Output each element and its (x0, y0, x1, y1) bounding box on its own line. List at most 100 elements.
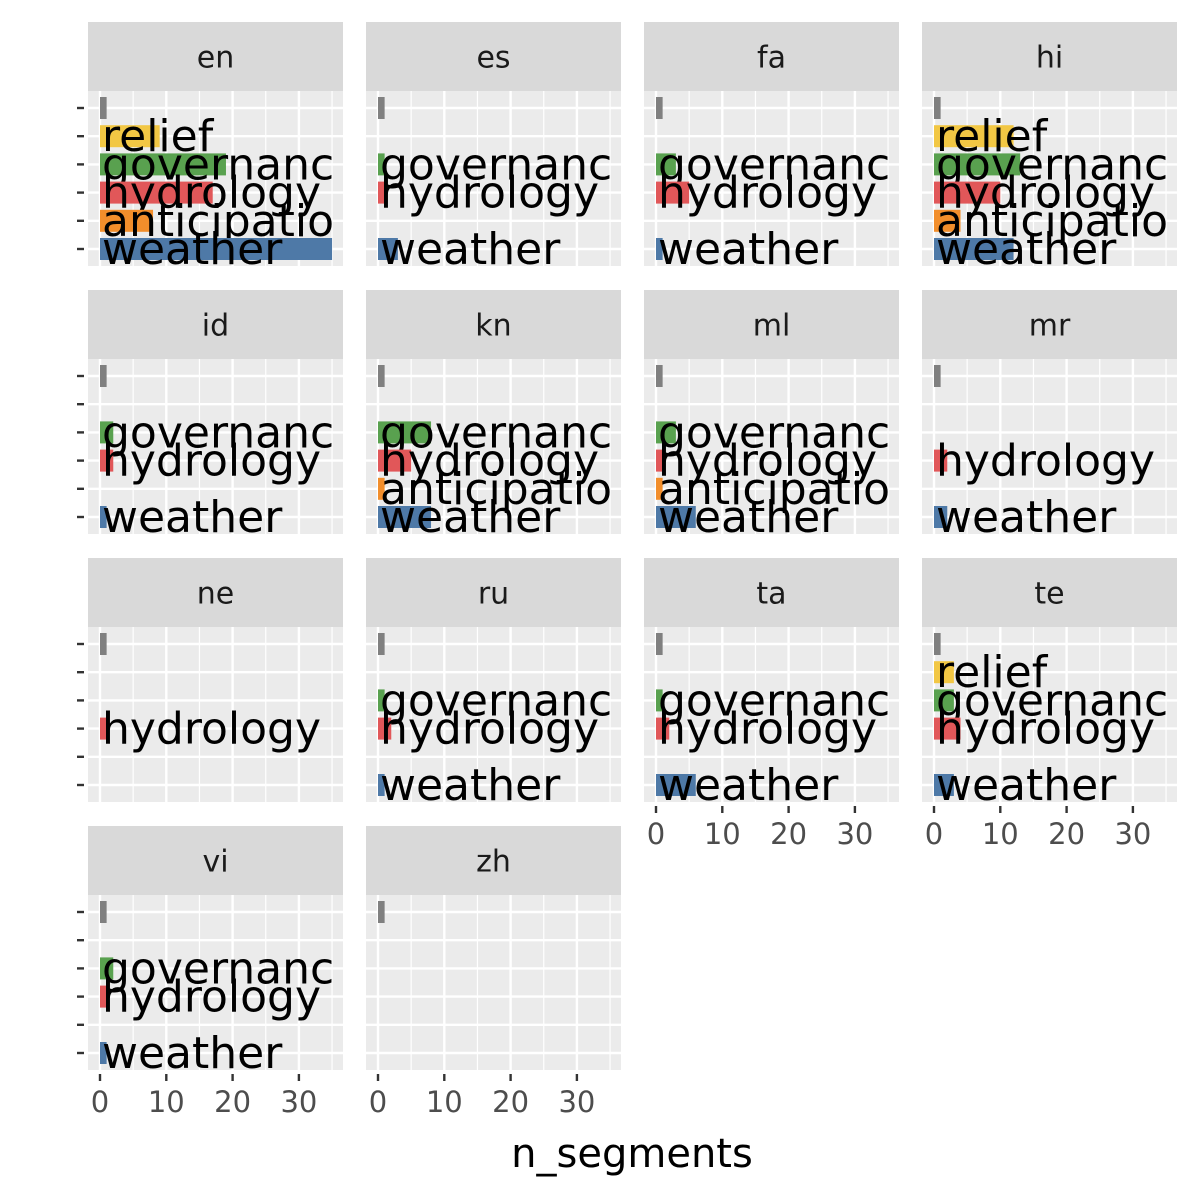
facet-strip (88, 558, 343, 627)
panel-background (366, 91, 621, 266)
bar-id-blank (100, 365, 107, 387)
facet-strip-label: fa (757, 41, 786, 76)
facet-strip (922, 290, 1177, 359)
bar-te-blank (934, 633, 941, 655)
facet-strip-label: en (197, 41, 234, 76)
x-tick-label: 20 (492, 1085, 529, 1119)
bar-label: hydrology (380, 436, 599, 487)
bar-label: hydrology (658, 436, 877, 487)
bar-ru-governance (378, 689, 385, 712)
x-tick-label: 20 (770, 817, 807, 851)
facet-strip (366, 290, 621, 359)
panel-background (88, 91, 343, 266)
bar-label: weather (102, 224, 283, 275)
bar-mr-blank (934, 365, 941, 387)
bar-label: weather (658, 224, 839, 275)
x-tick-label: 10 (148, 1085, 185, 1119)
facet-strip-label: vi (202, 845, 228, 880)
bar-kn-hydrology (378, 449, 412, 472)
bar-id-governance (100, 421, 114, 444)
panel-background (366, 895, 621, 1070)
bar-te-relief (934, 661, 954, 684)
facet-strip-label: zh (476, 845, 511, 880)
bar-ta-governance (656, 689, 663, 712)
bar-label: hydrology (380, 168, 599, 219)
bar-label: governanc (658, 139, 890, 190)
bar-label: governanc (658, 407, 890, 458)
facet-strip-label: kn (475, 309, 511, 344)
bar-es-hydrology (378, 181, 385, 204)
bar-id-weather (100, 506, 107, 528)
bar-vi-weather (100, 1042, 107, 1064)
bar-ml-blank (656, 365, 663, 387)
bar-label: hydrology (936, 704, 1155, 755)
bar-en-blank (100, 97, 107, 119)
facet-strip-label: es (476, 41, 510, 76)
bar-label: hydrology (936, 168, 1155, 219)
bar-fa-blank (656, 97, 663, 119)
bar-vi-governance (100, 957, 114, 980)
bar-label: hydrology (658, 168, 877, 219)
bar-fa-governance (656, 153, 676, 176)
facet-strip-label: hi (1036, 41, 1063, 76)
facet-strip (644, 22, 899, 91)
panel-background (88, 895, 343, 1070)
facet-strip-label: mr (1029, 309, 1071, 344)
bar-ml-governance (656, 421, 676, 444)
facet-strip (366, 826, 621, 895)
panel-background (922, 627, 1177, 802)
bar-ml-hydrology (656, 449, 663, 472)
bar-ne-blank (100, 633, 107, 655)
bar-ru-weather (378, 774, 385, 796)
facet-strip-label: ta (756, 577, 786, 612)
bar-label: weather (380, 492, 561, 543)
bar-ml-weather (656, 506, 696, 528)
facet-panel-en: enreliefgovernanchydrologyanticipatiowea… (77, 22, 343, 275)
bar-te-governance (934, 689, 954, 712)
bar-es-weather (378, 238, 398, 260)
bar-ru-blank (378, 633, 385, 655)
panel-background (366, 359, 621, 534)
facet-strip (88, 826, 343, 895)
facet-panel-zh: zh 0 10 20 30 (366, 826, 621, 1119)
bar-label: weather (380, 760, 561, 811)
bar-label: weather (658, 760, 839, 811)
bar-es-governance (378, 153, 385, 176)
bar-ta-hydrology (656, 717, 670, 740)
bar-en-hydrology (100, 181, 213, 204)
bar-label: governanc (380, 407, 612, 458)
bar-en-anticipation (100, 209, 154, 232)
bar-hi-hydrology (934, 181, 1001, 204)
bar-hi-relief (934, 125, 1014, 148)
bar-hi-blank (934, 97, 941, 119)
bar-label: anticipatio (658, 464, 890, 515)
bar-label: hydrology (380, 704, 599, 755)
bar-label: hydrology (102, 436, 321, 487)
x-tick-label: 20 (1048, 817, 1085, 851)
bar-label: governanc (936, 675, 1168, 726)
bar-ta-blank (656, 633, 663, 655)
bar-hi-anticipation (934, 209, 961, 232)
x-tick-label: 0 (369, 1085, 387, 1119)
x-tick-label: 0 (925, 817, 943, 851)
panel-background (922, 359, 1177, 534)
x-axis-title: n_segments (511, 1131, 753, 1177)
x-tick-label: 10 (426, 1085, 463, 1119)
bar-ne-hydrology (100, 717, 107, 740)
panel-background (922, 91, 1177, 266)
bar-en-governance (100, 153, 226, 176)
bar-hi-weather (934, 238, 1014, 260)
bar-mr-hydrology (934, 449, 948, 472)
bar-zh-blank (378, 901, 385, 923)
bar-label: hydrology (658, 704, 877, 755)
bar-fa-hydrology (656, 181, 690, 204)
